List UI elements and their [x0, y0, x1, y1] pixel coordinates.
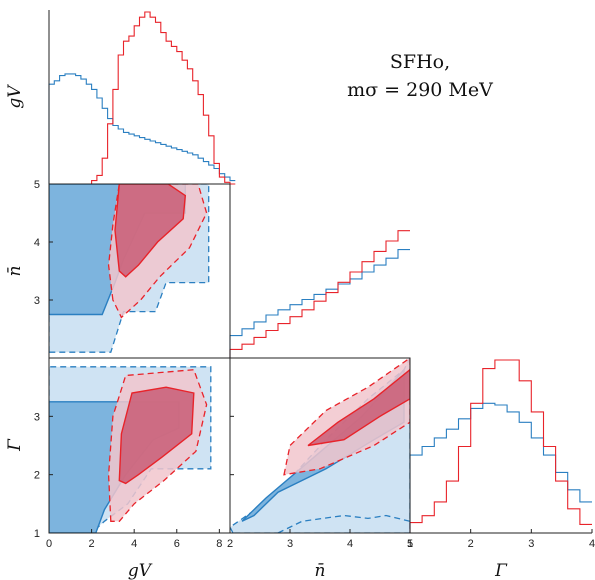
diag-axis-1	[229, 184, 410, 359]
G-vs-n-red-inner-region	[307, 368, 410, 447]
xlabel-n: n̄	[315, 561, 326, 580]
xtick-label-G-1: 1	[407, 538, 413, 550]
xtick-label-G-2: 2	[468, 538, 474, 550]
hist-G-red	[409, 359, 592, 533]
xlabel-G: Γ	[494, 561, 508, 580]
annotation-line-2: mσ = 290 MeV	[347, 79, 493, 101]
xtick-label-gV-2: 2	[89, 538, 95, 550]
hist-n-red	[229, 230, 410, 358]
xtick-label-G-4: 4	[589, 538, 595, 550]
G-vs-gV-red-inner-region	[118, 386, 195, 485]
hist-gV-blue	[48, 73, 236, 184]
n-vs-gV-red-inner-region	[114, 184, 187, 278]
ytick-label-G-2: 2	[34, 470, 40, 482]
xtick-label-n-4: 4	[347, 538, 353, 550]
xtick-label-n-5: 5	[407, 538, 413, 550]
xtick-label-gV-6: 6	[174, 538, 180, 550]
xtick-label-n-3: 3	[287, 538, 293, 550]
diag-axis-2	[409, 358, 592, 534]
hist-gV-red	[49, 11, 236, 185]
xtick-label-G-3: 3	[528, 538, 534, 550]
xtick-label-gV-4: 4	[131, 538, 137, 550]
annotation-line-1: SFHo,	[390, 51, 450, 73]
ylabel-gV: gV	[5, 84, 25, 109]
ytick-label-G-3: 3	[34, 411, 40, 423]
xtick-label-n-2: 2	[227, 538, 233, 550]
xtick-label-gV-0: 0	[46, 538, 52, 550]
ylabel-G: Γ	[5, 438, 25, 452]
hist-n-blue	[229, 249, 410, 358]
ytick-label-G-1: 1	[34, 528, 40, 540]
xtick-label-gV-8: 8	[216, 538, 222, 550]
G-vs-gV-contours	[49, 366, 212, 533]
ytick-label-n-4: 4	[34, 237, 40, 249]
ylabel-n: n̄	[5, 266, 25, 277]
ytick-label-n-5: 5	[34, 179, 40, 191]
ytick-label-n-3: 3	[34, 295, 40, 307]
xlabel-gV: gV	[128, 561, 153, 580]
n-vs-gV-contours	[49, 184, 210, 353]
G-vs-n-blue-outer-lower	[277, 514, 410, 533]
G-vs-n-contours	[230, 358, 410, 533]
hist-G-blue	[409, 402, 592, 533]
